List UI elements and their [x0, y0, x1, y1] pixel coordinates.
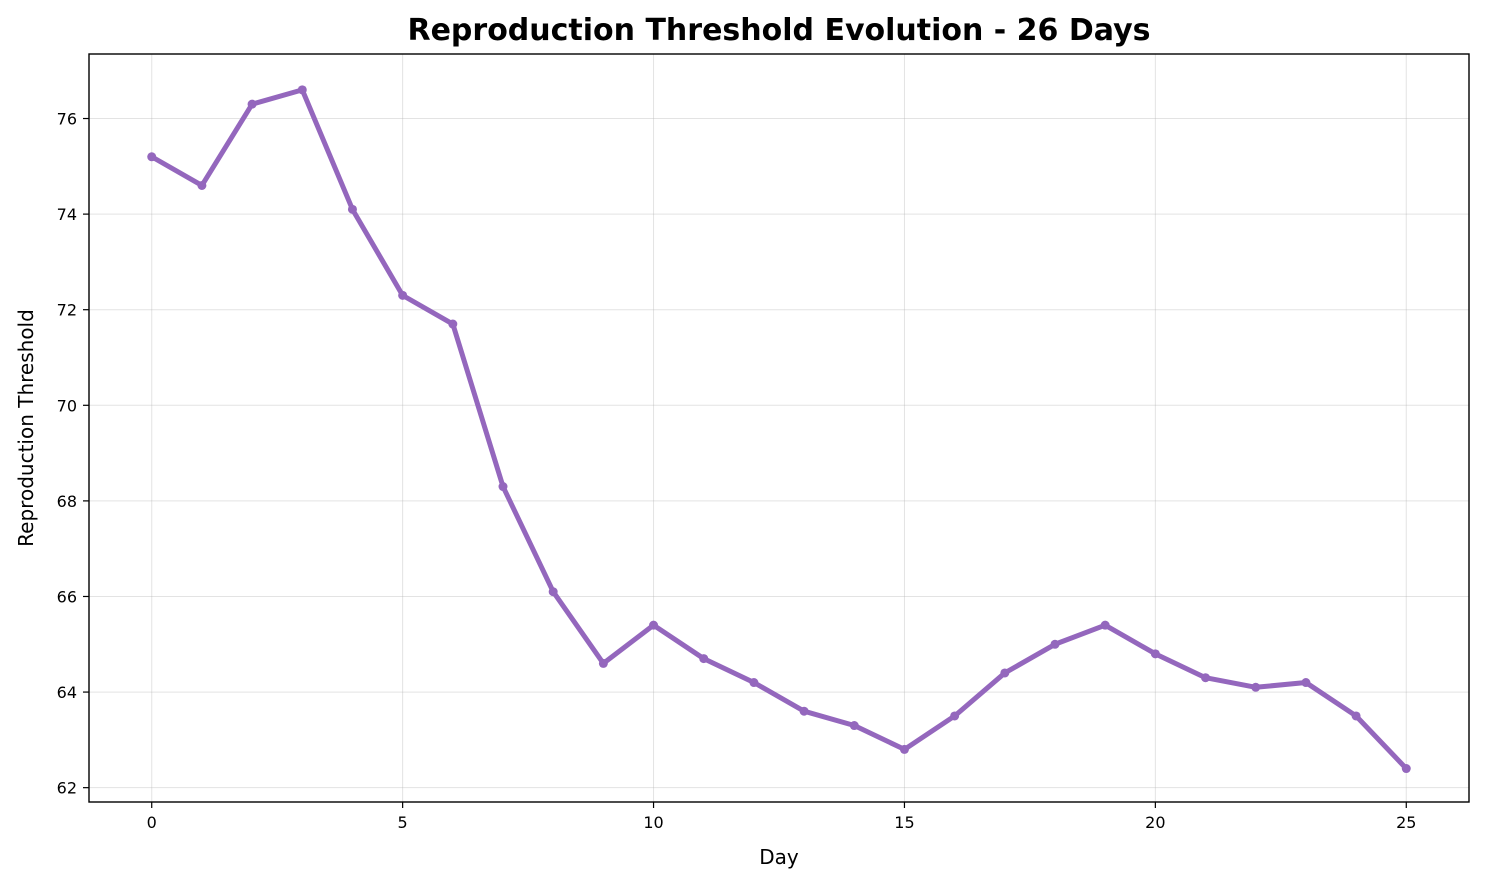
data-point — [649, 620, 659, 630]
x-tick-label: 20 — [1145, 813, 1165, 832]
y-tick-label: 72 — [57, 301, 77, 320]
data-point — [1050, 639, 1060, 649]
y-tick-label: 70 — [57, 396, 77, 415]
x-tick-label: 0 — [147, 813, 157, 832]
x-tick-label: 5 — [398, 813, 408, 832]
data-point — [498, 482, 508, 492]
data-point — [950, 711, 960, 721]
data-point — [297, 85, 307, 95]
data-point — [1251, 682, 1261, 692]
y-tick-label: 76 — [57, 110, 77, 129]
x-tick-label: 15 — [894, 813, 914, 832]
data-point — [1000, 668, 1010, 678]
y-tick-label: 68 — [57, 492, 77, 511]
data-point — [699, 654, 709, 664]
data-point — [849, 721, 859, 731]
series-line — [149, 87, 1409, 772]
data-point — [197, 180, 207, 190]
series-layer — [147, 85, 1411, 774]
data-point — [749, 678, 759, 688]
data-point — [448, 319, 458, 329]
data-point — [147, 152, 157, 162]
data-point — [899, 744, 909, 754]
chart-title: Reproduction Threshold Evolution - 26 Da… — [407, 13, 1150, 48]
data-point — [347, 204, 357, 214]
y-tick-label: 62 — [57, 779, 77, 798]
x-axis-label: Day — [759, 845, 799, 869]
y-axis-label: Reproduction Threshold — [14, 309, 38, 547]
y-tick-label: 64 — [57, 683, 77, 702]
y-tick-label: 66 — [57, 587, 77, 606]
x-tick-label: 10 — [643, 813, 663, 832]
data-point — [1401, 764, 1411, 774]
axis-ticks: 0 5 10 15 20 25 62 64 66 68 70 72 74 76 — [57, 110, 1417, 832]
data-point — [1351, 711, 1361, 721]
data-point — [1150, 649, 1160, 659]
data-point — [548, 587, 558, 597]
data-point — [1201, 673, 1211, 683]
data-point — [398, 290, 408, 300]
data-point — [598, 658, 608, 668]
plot-area-frame — [88, 53, 1470, 803]
data-point — [1100, 620, 1110, 630]
y-tick-label: 74 — [57, 205, 77, 224]
data-point — [799, 706, 809, 716]
data-point — [1301, 678, 1311, 688]
x-tick-label: 25 — [1396, 813, 1416, 832]
data-point — [247, 99, 257, 109]
grid — [89, 54, 1469, 802]
